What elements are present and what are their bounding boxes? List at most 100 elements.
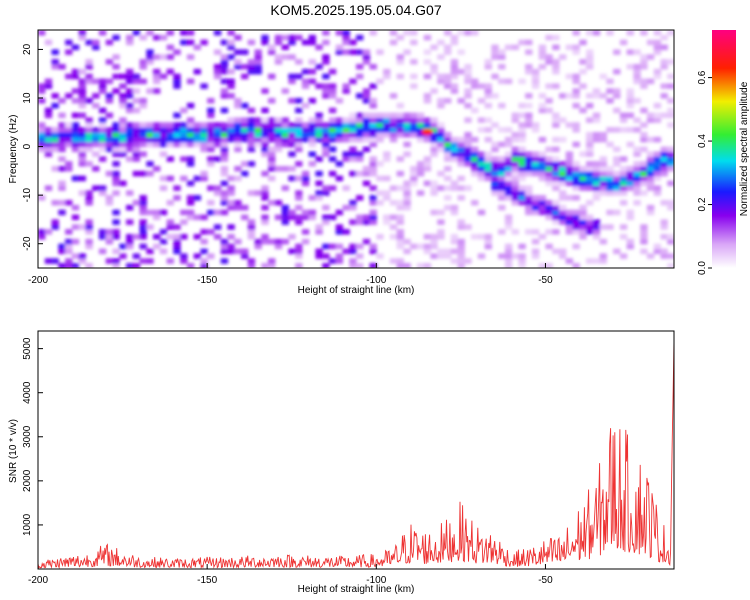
heatmap-cell	[653, 44, 662, 51]
heatmap-cell	[220, 59, 229, 65]
heatmap-cell	[274, 122, 283, 128]
heatmap-cell	[85, 64, 93, 70]
heatmap-cell	[173, 195, 181, 201]
heatmap-cell	[599, 185, 607, 191]
heatmap-cell	[619, 190, 628, 196]
heatmap-cell	[538, 64, 547, 70]
heatmap-cell	[261, 214, 269, 221]
heatmap-cell	[301, 132, 310, 138]
heatmap-cell	[153, 141, 161, 148]
heatmap-cell	[376, 190, 384, 196]
heatmap-cell	[65, 166, 73, 172]
heatmap-cell	[552, 122, 560, 128]
heatmap-cell	[477, 170, 486, 177]
heatmap-cell	[112, 234, 120, 240]
heatmap-cell	[146, 132, 154, 138]
heatmap-cell	[410, 170, 418, 177]
heatmap-cell	[71, 68, 80, 75]
heatmap-cell	[44, 107, 53, 114]
heatmap-cell	[362, 54, 371, 60]
heatmap-cell	[356, 170, 364, 177]
heatmap-cell	[362, 170, 371, 177]
heatmap-cell	[301, 102, 310, 109]
heatmap-cell	[660, 34, 668, 41]
heatmap-cell	[389, 200, 398, 206]
heatmap-cell	[44, 127, 53, 133]
heatmap-cell	[315, 170, 323, 177]
heatmap-cell	[146, 59, 154, 65]
heatmap-cell	[646, 170, 655, 177]
heatmap-cell	[457, 156, 465, 162]
heatmap-cell	[65, 39, 73, 46]
heatmap-cell	[491, 156, 499, 162]
heatmap-cell	[349, 170, 357, 177]
heatmap-cell	[227, 185, 235, 191]
heatmap-cell	[254, 238, 262, 245]
heatmap-cell	[538, 102, 547, 109]
heatmap-cell	[247, 64, 256, 70]
heatmap-cell	[315, 156, 323, 162]
heatmap-cell	[213, 68, 222, 75]
heatmap-cell	[241, 161, 249, 167]
heatmap-cell	[525, 151, 533, 157]
heatmap-cell	[444, 185, 452, 191]
heatmap-cell	[464, 258, 472, 264]
heatmap-cell	[126, 219, 134, 225]
heatmap-cell	[660, 44, 668, 51]
heatmap-cell	[328, 258, 337, 264]
heatmap-cell	[464, 78, 472, 85]
heatmap-cell	[430, 234, 438, 240]
heatmap-cell	[586, 258, 594, 264]
heatmap-cell	[261, 151, 269, 157]
heatmap-cell	[403, 112, 411, 119]
heatmap-cell	[220, 151, 229, 157]
heatmap-cell	[78, 156, 86, 162]
heatmap-cell	[416, 166, 425, 172]
heatmap-cell	[98, 122, 107, 128]
heatmap-cell	[180, 39, 188, 46]
heatmap-cell	[538, 234, 547, 240]
heatmap-cell	[261, 263, 269, 268]
heatmap-cell	[369, 64, 377, 70]
heatmap-cell	[328, 68, 337, 75]
heatmap-cell	[531, 73, 540, 80]
heatmap-cell	[640, 83, 648, 89]
heatmap-cell	[619, 200, 628, 206]
heatmap-cell	[403, 190, 411, 196]
heatmap-cell	[254, 59, 262, 65]
heatmap-cell	[92, 102, 100, 109]
heatmap-cell	[58, 166, 66, 172]
heatmap-cell	[369, 102, 377, 109]
heatmap-cell	[464, 73, 472, 80]
heatmap-cell	[619, 112, 628, 119]
heatmap-cell	[389, 122, 398, 128]
heatmap-cell	[450, 136, 459, 143]
heatmap-cell	[186, 161, 195, 167]
heatmap-cell	[274, 39, 283, 46]
heatmap-cell	[653, 39, 662, 46]
heatmap-cell	[92, 166, 100, 172]
heatmap-cell	[471, 107, 479, 114]
heatmap-cell	[491, 161, 499, 167]
heatmap-cell	[227, 39, 235, 46]
heatmap-cell	[51, 59, 59, 65]
heatmap-cell	[626, 214, 634, 221]
heatmap-cell	[38, 83, 46, 89]
heatmap-cell	[565, 166, 574, 172]
heatmap-cell	[464, 141, 472, 148]
figure-title: KOM5.2025.195.05.04.G07	[270, 2, 441, 18]
heatmap-cell	[545, 166, 553, 172]
heatmap-cell	[328, 107, 337, 114]
heatmap-cell	[112, 190, 120, 196]
heatmap-cell	[193, 132, 201, 138]
heatmap-cell	[430, 141, 438, 148]
heatmap-cell	[518, 170, 526, 177]
heatmap-y-tick-label: 10	[22, 92, 33, 104]
heatmap-cell	[234, 127, 242, 133]
heatmap-cell	[186, 78, 195, 85]
heatmap-cell	[457, 136, 465, 143]
heatmap-cell	[586, 30, 594, 36]
heatmap-cell	[430, 151, 438, 157]
snr-y-tick-label: 4000	[22, 381, 33, 404]
